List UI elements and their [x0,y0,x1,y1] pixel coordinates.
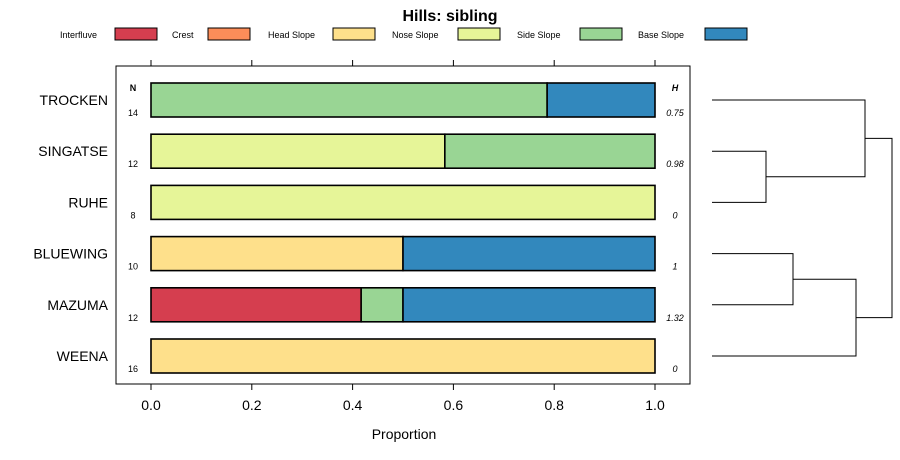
chart-title: Hills: sibling [402,8,497,25]
bar-row-bluewing: BLUEWING 10 1 [33,235,678,272]
x-tick-label: 1.0 [645,397,665,413]
bar-segment-head-slope [150,338,656,374]
x-tick-label: 0.6 [444,397,464,413]
legend-label-base-slope: Base Slope [638,30,684,40]
x-axis: 0.0 0.2 0.4 0.6 0.8 1.0 [141,384,665,413]
legend-label-nose-slope: Nose Slope [392,30,439,40]
x-tick-label: 0.0 [141,397,161,413]
bar-segment-side-slope [150,82,548,118]
legend: Interfluve Crest Head Slope Nose Slope Side … [60,27,748,41]
bar-segment-nose-slope [150,184,656,221]
bar-row-singatse: SINGATSE 12 0.98 [38,133,684,169]
n-column-header: N [130,83,137,93]
x-axis-label: Proportion [372,426,437,442]
h-column-header: H [672,83,679,93]
bar-segment-base-slope [546,82,656,118]
legend-swatch-base-slope [704,27,748,41]
row-h: 0.75 [666,108,685,118]
row-label: WEENA [57,348,109,364]
dendrogram-link [856,137,893,319]
row-label: SINGATSE [38,143,108,159]
bar-row-ruhe: RUHE 8 0 [68,184,678,221]
bar-segment-side-slope [360,286,404,323]
top-axis-ticks [150,60,656,66]
bar-segment-side-slope [444,133,656,169]
row-h: 0.98 [666,159,684,169]
bar-segment-interfluve [150,286,362,323]
bar-row-trocken: TROCKEN 14 0.75 [40,82,685,118]
dendrogram-link [712,278,857,357]
row-n: 16 [128,364,138,374]
bar-segment-base-slope [402,235,656,272]
legend-label-interfluve: Interfluve [60,30,97,40]
row-h: 1 [672,262,677,272]
bar-segment-nose-slope [150,133,446,169]
bar-row-mazuma: MAZUMA 12 1.32 [47,286,684,323]
row-h: 1.32 [666,313,684,323]
bar-segment-base-slope [402,286,656,323]
row-n: 10 [128,262,138,272]
legend-label-side-slope: Side Slope [517,30,561,40]
dendrogram-link [712,99,866,178]
row-h: 0 [672,364,677,374]
bar-rows: TROCKEN 14 0.75 SINGATSE 12 0.98 RUHE 8 0 BLUEWIN… [33,82,685,374]
x-tick-label: 0.4 [343,397,363,413]
row-h: 0 [672,210,677,220]
legend-swatch-side-slope [579,27,623,41]
row-n: 14 [128,108,138,118]
row-n: 12 [128,313,138,323]
row-label: MAZUMA [47,297,108,313]
row-label: RUHE [68,194,108,210]
x-tick-label: 0.2 [242,397,262,413]
row-n: 12 [128,159,138,169]
legend-swatch-head-slope [332,27,376,41]
legend-swatch-interfluve [114,27,158,41]
legend-label-head-slope: Head Slope [268,30,315,40]
legend-label-crest: Crest [172,30,194,40]
row-label: TROCKEN [40,92,108,108]
x-tick-label: 0.8 [544,397,564,413]
legend-swatch-nose-slope [457,27,501,41]
dendrogram-link [712,253,794,306]
row-label: BLUEWING [33,246,108,262]
dendrogram [712,99,893,357]
legend-swatch-crest [207,27,251,41]
bar-segment-head-slope [150,235,404,272]
bar-row-weena: WEENA 16 0 [57,338,678,374]
plot-panel [115,65,691,385]
row-n: 8 [130,210,135,220]
dendrogram-link [712,150,767,203]
